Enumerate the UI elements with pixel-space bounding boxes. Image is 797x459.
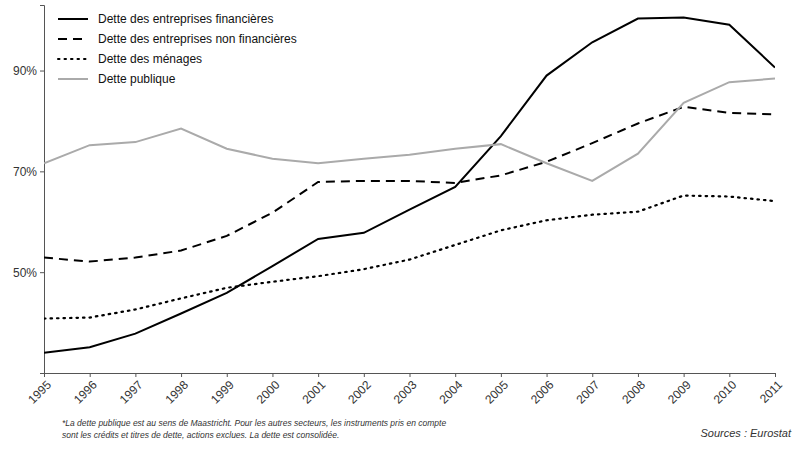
x-tick: 2001 (299, 373, 328, 407)
series-line (44, 18, 775, 353)
x-tick: 2002 (345, 373, 374, 407)
legend-swatch (58, 78, 88, 80)
x-tick: 2003 (391, 373, 420, 407)
x-tick-label: 2002 (345, 378, 374, 407)
legend-label: Dette des ménages (98, 52, 202, 66)
x-tick-mark (638, 373, 639, 377)
x-tick: 2009 (665, 373, 694, 407)
x-tick-mark (44, 373, 45, 377)
legend-label: Dette des entreprises financières (98, 12, 273, 26)
x-tick-mark (181, 373, 182, 377)
x-tick-label: 2009 (665, 378, 694, 407)
x-axis-line (45, 374, 776, 378)
x-tick: 2011 (757, 373, 785, 406)
x-tick: 1998 (162, 373, 191, 407)
x-tick: 2005 (482, 373, 511, 407)
x-tick-label: 2004 (437, 378, 466, 407)
plot: 50% 70% 90% 1995 1996 1997 1998 1999 2000 2001 200… (13, 6, 785, 407)
y-tick: 90% (13, 64, 44, 78)
legend-item: Dette publique (58, 72, 176, 86)
y-tick-label: 50% (13, 266, 37, 280)
y-tick-label: 70% (13, 165, 37, 179)
x-tick: 1995 (25, 373, 54, 407)
x-tick: 2010 (711, 373, 740, 407)
x-tick-label: 2007 (574, 378, 603, 407)
x-tick-label: 2003 (391, 378, 420, 407)
legend-item: Dette des ménages (58, 52, 202, 66)
x-tick-label: 2010 (711, 378, 740, 407)
x-tick-mark (455, 373, 456, 377)
x-axis: 1995 1996 1997 1998 1999 2000 2001 2002 2003 2004… (25, 373, 785, 407)
x-tick-mark (592, 373, 593, 377)
x-tick: 2006 (528, 373, 557, 407)
series-line (44, 107, 775, 262)
x-tick-label: 1998 (162, 378, 191, 407)
x-tick-label: 2011 (757, 378, 785, 406)
x-tick-mark (272, 373, 273, 377)
x-tick-label: 1999 (208, 378, 237, 407)
footnote: *La dette publique est au sens de Maastr… (62, 418, 446, 428)
x-tick-label: 1996 (71, 378, 100, 407)
y-tick-label: 90% (13, 64, 37, 78)
x-tick-mark (684, 373, 685, 377)
x-tick-mark (364, 373, 365, 377)
x-tick-mark (90, 373, 91, 377)
source: Sources : Eurostat (701, 427, 792, 439)
footnote: sont les crédits et titres de dette, act… (62, 430, 339, 440)
y-tick-mark (40, 272, 44, 273)
y-tick: 50% (13, 266, 44, 280)
y-tick-mark (40, 171, 44, 172)
x-tick: 2000 (254, 373, 283, 407)
chart: 50% 70% 90% 1995 1996 1997 1998 1999 2000 2001 200… (0, 0, 797, 459)
x-tick: 1999 (208, 373, 237, 407)
series-line (44, 79, 775, 181)
x-tick: 2007 (574, 373, 603, 407)
x-tick-label: 2005 (482, 378, 511, 407)
legend: Dette des entreprises financières Dette d… (58, 12, 297, 86)
x-tick-label: 2000 (254, 378, 283, 407)
x-tick-label: 1995 (25, 378, 54, 407)
y-axis-line (40, 6, 45, 374)
x-tick-mark (135, 373, 136, 377)
x-tick-mark (410, 373, 411, 377)
legend-swatch (58, 18, 88, 20)
x-tick: 2004 (437, 373, 466, 407)
legend-swatch (58, 58, 88, 60)
legend-item: Dette des entreprises non financières (58, 32, 297, 46)
x-tick: 1996 (71, 373, 100, 407)
x-tick: 1997 (117, 373, 146, 407)
y-tick: 70% (13, 165, 44, 179)
legend-label: Dette publique (98, 72, 176, 86)
lines (44, 18, 775, 353)
x-tick-mark (501, 373, 502, 377)
x-tick-mark (318, 373, 319, 377)
legend-label: Dette des entreprises non financières (98, 32, 297, 46)
x-tick-label: 2006 (528, 378, 557, 407)
x-tick-label: 2008 (619, 378, 648, 407)
x-tick-mark (729, 373, 730, 377)
x-tick-mark (227, 373, 228, 377)
y-axis: 50% 70% 90% (13, 6, 45, 374)
x-tick-label: 2001 (299, 378, 328, 407)
x-tick-mark (547, 373, 548, 377)
x-tick: 2008 (619, 373, 648, 407)
x-tick-label: 1997 (117, 378, 146, 407)
legend-swatch (58, 38, 88, 40)
legend-item: Dette des entreprises financières (58, 12, 273, 26)
y-tick-mark (40, 71, 44, 72)
x-tick-mark (775, 373, 776, 377)
series-line (44, 196, 775, 319)
